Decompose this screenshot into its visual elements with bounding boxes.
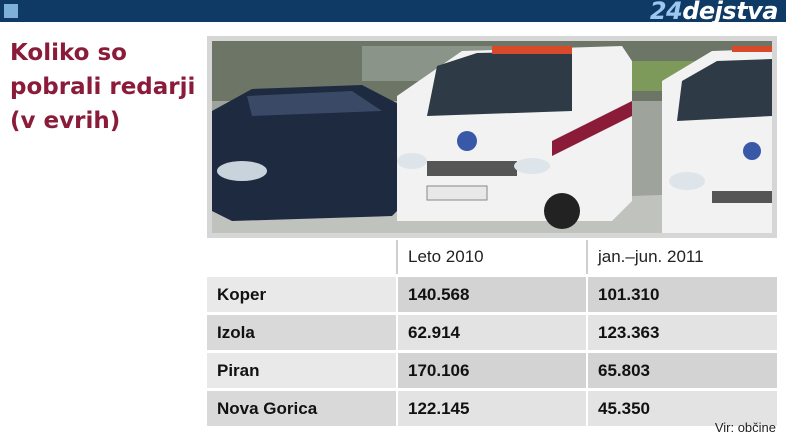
header-2010: Leto 2010 [396,240,587,276]
table-row: Piran 170.106 65.803 [207,351,777,390]
row-name: Nova Gorica [207,389,397,426]
source-note: Vir: občine [714,420,776,435]
row-value-2010: 122.145 [396,389,587,426]
brand-logo: 24dejstva [649,0,779,25]
fines-table: Leto 2010 jan.–jun. 2011 Koper 140.568 1… [207,240,777,426]
header-2011: jan.–jun. 2011 [586,240,777,276]
row-value-2010: 62.914 [396,313,587,352]
table-row: Koper 140.568 101.310 [207,275,777,314]
photo-illustration [212,41,772,233]
row-value-2011: 65.803 [586,351,777,390]
row-value-2011: 123.363 [586,313,777,352]
row-value-2011: 45.350 [586,389,777,426]
square-icon [4,4,18,18]
top-banner: 24dejstva [0,0,786,25]
page-title: Koliko so pobrali redarji (v evrih) [10,40,196,134]
table-header: Leto 2010 jan.–jun. 2011 [207,240,777,276]
table-row: Izola 62.914 123.363 [207,313,777,352]
row-value-2010: 170.106 [396,351,587,390]
row-name: Koper [207,275,397,314]
table-row: Nova Gorica 122.145 45.350 [207,389,777,426]
parking-wardens-photo [207,36,777,238]
row-name: Piran [207,351,397,390]
row-value-2010: 140.568 [396,275,587,314]
row-name: Izola [207,313,397,352]
row-value-2011: 101.310 [586,275,777,314]
header-empty [207,240,397,276]
